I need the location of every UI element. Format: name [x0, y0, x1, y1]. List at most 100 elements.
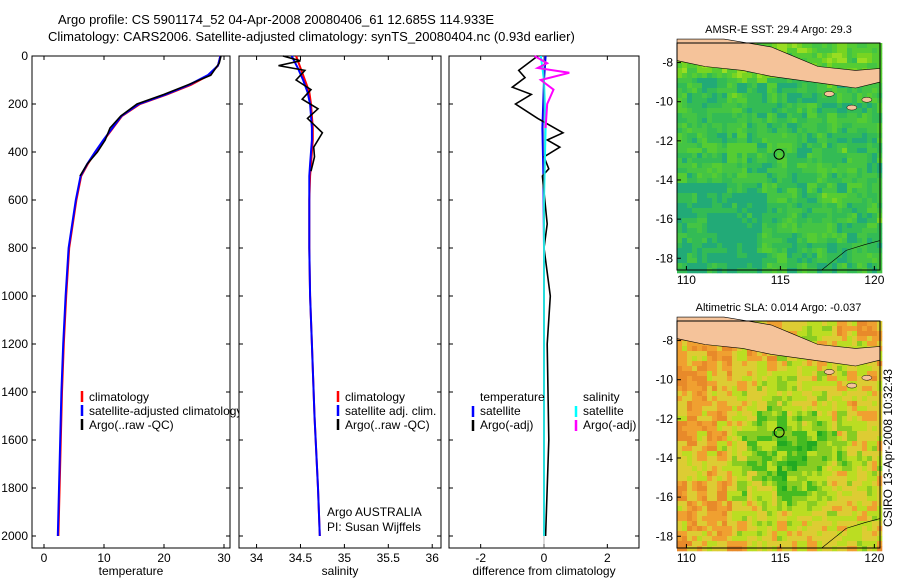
- sla_map-cell: [762, 426, 768, 432]
- sst_map-cell: [807, 93, 813, 99]
- sst_map-cell: [692, 243, 698, 249]
- sst_map-cell: [857, 243, 863, 249]
- sla_map-cell: [827, 406, 833, 412]
- temperature-legend-label: satellite-adjusted climatology: [89, 404, 242, 418]
- sst_map-cell: [822, 43, 828, 49]
- sla_map-cell: [817, 321, 823, 327]
- sst_map-cell: [697, 268, 703, 274]
- sst_map-cell: [797, 148, 803, 154]
- sla_map-cell: [707, 406, 713, 412]
- sla_map-cell: [797, 366, 803, 372]
- sla_map-cell: [752, 546, 758, 552]
- sst_map-cell: [862, 103, 868, 109]
- sst_map-cell: [832, 238, 838, 244]
- sla_map-cell: [727, 361, 733, 367]
- sla_map-cell: [827, 461, 833, 467]
- sst_map-cell: [762, 133, 768, 139]
- sst_map-cell: [752, 108, 758, 114]
- sst_map-cell: [787, 123, 793, 129]
- sst_map-cell: [842, 248, 848, 254]
- sla_map-cell: [737, 486, 743, 492]
- sla_map-cell: [682, 451, 688, 457]
- sla_map-cell: [737, 546, 743, 552]
- sst_map-cell: [802, 133, 808, 139]
- sla_map-cell: [682, 431, 688, 437]
- sst_map-cell: [687, 203, 693, 209]
- sst_map-cell: [802, 108, 808, 114]
- sla_map-cell: [777, 536, 783, 542]
- sla_map-cell: [707, 431, 713, 437]
- sla_map-cell: [797, 326, 803, 332]
- sst_map-cell: [852, 258, 858, 264]
- sla_map-cell: [797, 411, 803, 417]
- sst_map-cell: [677, 78, 683, 84]
- sst_map-cell: [797, 143, 803, 149]
- sla_map-cell: [757, 371, 763, 377]
- sla_map-cell: [777, 476, 783, 482]
- sla_map-cell: [767, 356, 773, 362]
- sst_map-cell: [762, 268, 768, 274]
- sla_map-cell: [707, 396, 713, 402]
- sla_map-cell: [712, 376, 718, 382]
- sla_map-cell: [772, 396, 778, 402]
- sla_map-cell: [757, 526, 763, 532]
- sla_map-argo-marker: [773, 426, 785, 438]
- sla_map-cell: [682, 516, 688, 522]
- sla_map-cell: [772, 486, 778, 492]
- sla_map-cell: [812, 426, 818, 432]
- sla_map-cell: [867, 366, 873, 372]
- sla_map-cell: [707, 461, 713, 467]
- sla_map-cell: [757, 406, 763, 412]
- sla_map-cell: [762, 416, 768, 422]
- sla_map-cell: [747, 461, 753, 467]
- sla_map-cell: [727, 516, 733, 522]
- sst_map-cell: [687, 133, 693, 139]
- sla_map-cell: [737, 401, 743, 407]
- sla_map-cell: [852, 441, 858, 447]
- sst_map-cell: [782, 163, 788, 169]
- sst_map-cell: [862, 158, 868, 164]
- sla_map-cell: [757, 481, 763, 487]
- sst_map-cell: [772, 118, 778, 124]
- sla_map-cell: [787, 491, 793, 497]
- sla_map-cell: [802, 471, 808, 477]
- sla_map-cell: [792, 451, 798, 457]
- sla_map-cell: [772, 421, 778, 427]
- sst_map-cell: [867, 243, 873, 249]
- sla_map-cell: [862, 461, 868, 467]
- sst_map-cell: [857, 158, 863, 164]
- sst_map-cell: [832, 143, 838, 149]
- sst_map-cell: [807, 88, 813, 94]
- sst_map-cell: [837, 53, 843, 59]
- sst_map-cell: [712, 83, 718, 89]
- sst_map-cell: [762, 208, 768, 214]
- sst_map-cell: [772, 123, 778, 129]
- sst_map-cell: [702, 113, 708, 119]
- sla_map-cell: [822, 531, 828, 537]
- sst_map-cell: [682, 173, 688, 179]
- sst_map-cell: [692, 233, 698, 239]
- sst_map-cell: [757, 128, 763, 134]
- sla_map-cell: [847, 516, 853, 522]
- sla_map-cell: [822, 366, 828, 372]
- sst_map-cell: [847, 113, 853, 119]
- sst_map-cell: [777, 203, 783, 209]
- sla_map-cell: [687, 411, 693, 417]
- sla_map-cell: [732, 471, 738, 477]
- sst_map-cell: [852, 98, 858, 104]
- sst_map-cell: [787, 238, 793, 244]
- sst_map-cell: [817, 103, 823, 109]
- sla_map-cell: [747, 531, 753, 537]
- sst_map-cell: [812, 208, 818, 214]
- sla_map-cell: [742, 521, 748, 527]
- temperature-xtick-label: 30: [217, 551, 231, 565]
- sst_map-cell: [727, 68, 733, 74]
- sst_map-cell: [842, 218, 848, 224]
- sst_map-cell: [727, 133, 733, 139]
- sst_map-cell: [727, 83, 733, 89]
- sst_map-cell: [772, 113, 778, 119]
- sst_map-cell: [802, 203, 808, 209]
- sst_map-cell: [727, 263, 733, 269]
- sla_map-cell: [837, 491, 843, 497]
- sla_map-cell: [722, 541, 728, 547]
